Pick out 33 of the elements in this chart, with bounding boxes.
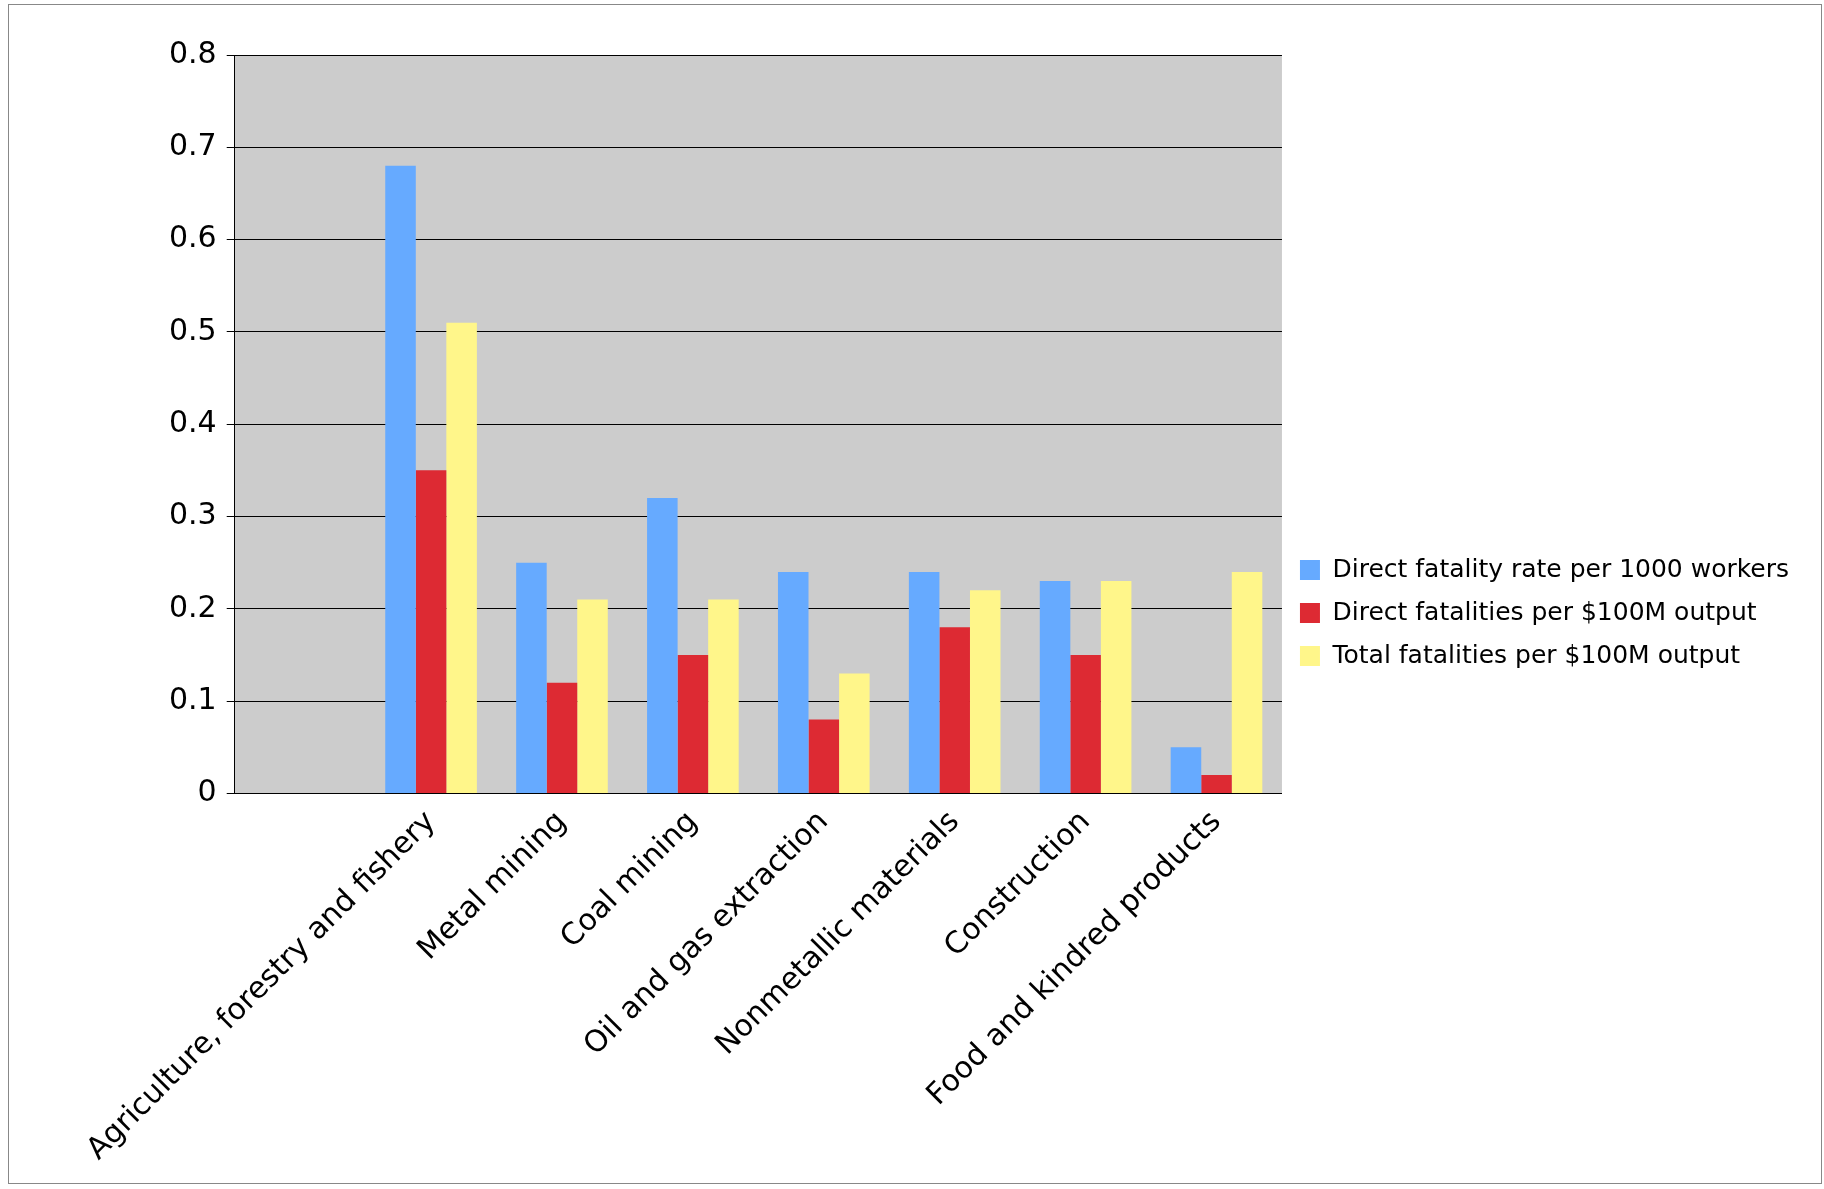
bar <box>677 654 709 793</box>
bar <box>1201 774 1232 793</box>
bar <box>777 571 809 793</box>
y-tick-label: 0.3 <box>168 496 217 532</box>
legend-label: Direct fatalities per $100M output <box>1332 596 1757 626</box>
bar <box>415 470 447 793</box>
bar <box>385 165 416 793</box>
legend-label: Direct fatality rate per 1000 workers <box>1332 553 1789 583</box>
bar <box>908 571 940 793</box>
bar <box>1231 571 1263 793</box>
y-tick-label: 0.2 <box>168 588 217 624</box>
bar <box>516 562 547 793</box>
bar <box>577 599 608 793</box>
bar <box>939 627 970 793</box>
bar <box>546 682 578 793</box>
bar <box>647 498 678 793</box>
bar <box>708 599 739 793</box>
bar <box>808 719 840 793</box>
bar <box>1070 654 1101 793</box>
y-tick-label: 0.7 <box>168 127 217 163</box>
y-tick-label: 0.6 <box>168 219 217 255</box>
bar <box>839 673 870 793</box>
bar <box>446 322 477 793</box>
y-tick-label: 0.4 <box>168 404 217 440</box>
bar <box>1170 747 1202 793</box>
y-tick-label: 0 <box>197 773 217 809</box>
bar <box>969 590 1001 793</box>
y-tick-label: 0.8 <box>168 34 217 70</box>
y-tick-label: 0.5 <box>168 311 217 347</box>
y-tick-label: 0.1 <box>168 680 217 716</box>
legend-label: Total fatalities per $100M output <box>1331 639 1741 669</box>
bar <box>1100 581 1132 793</box>
bar <box>1039 581 1071 793</box>
